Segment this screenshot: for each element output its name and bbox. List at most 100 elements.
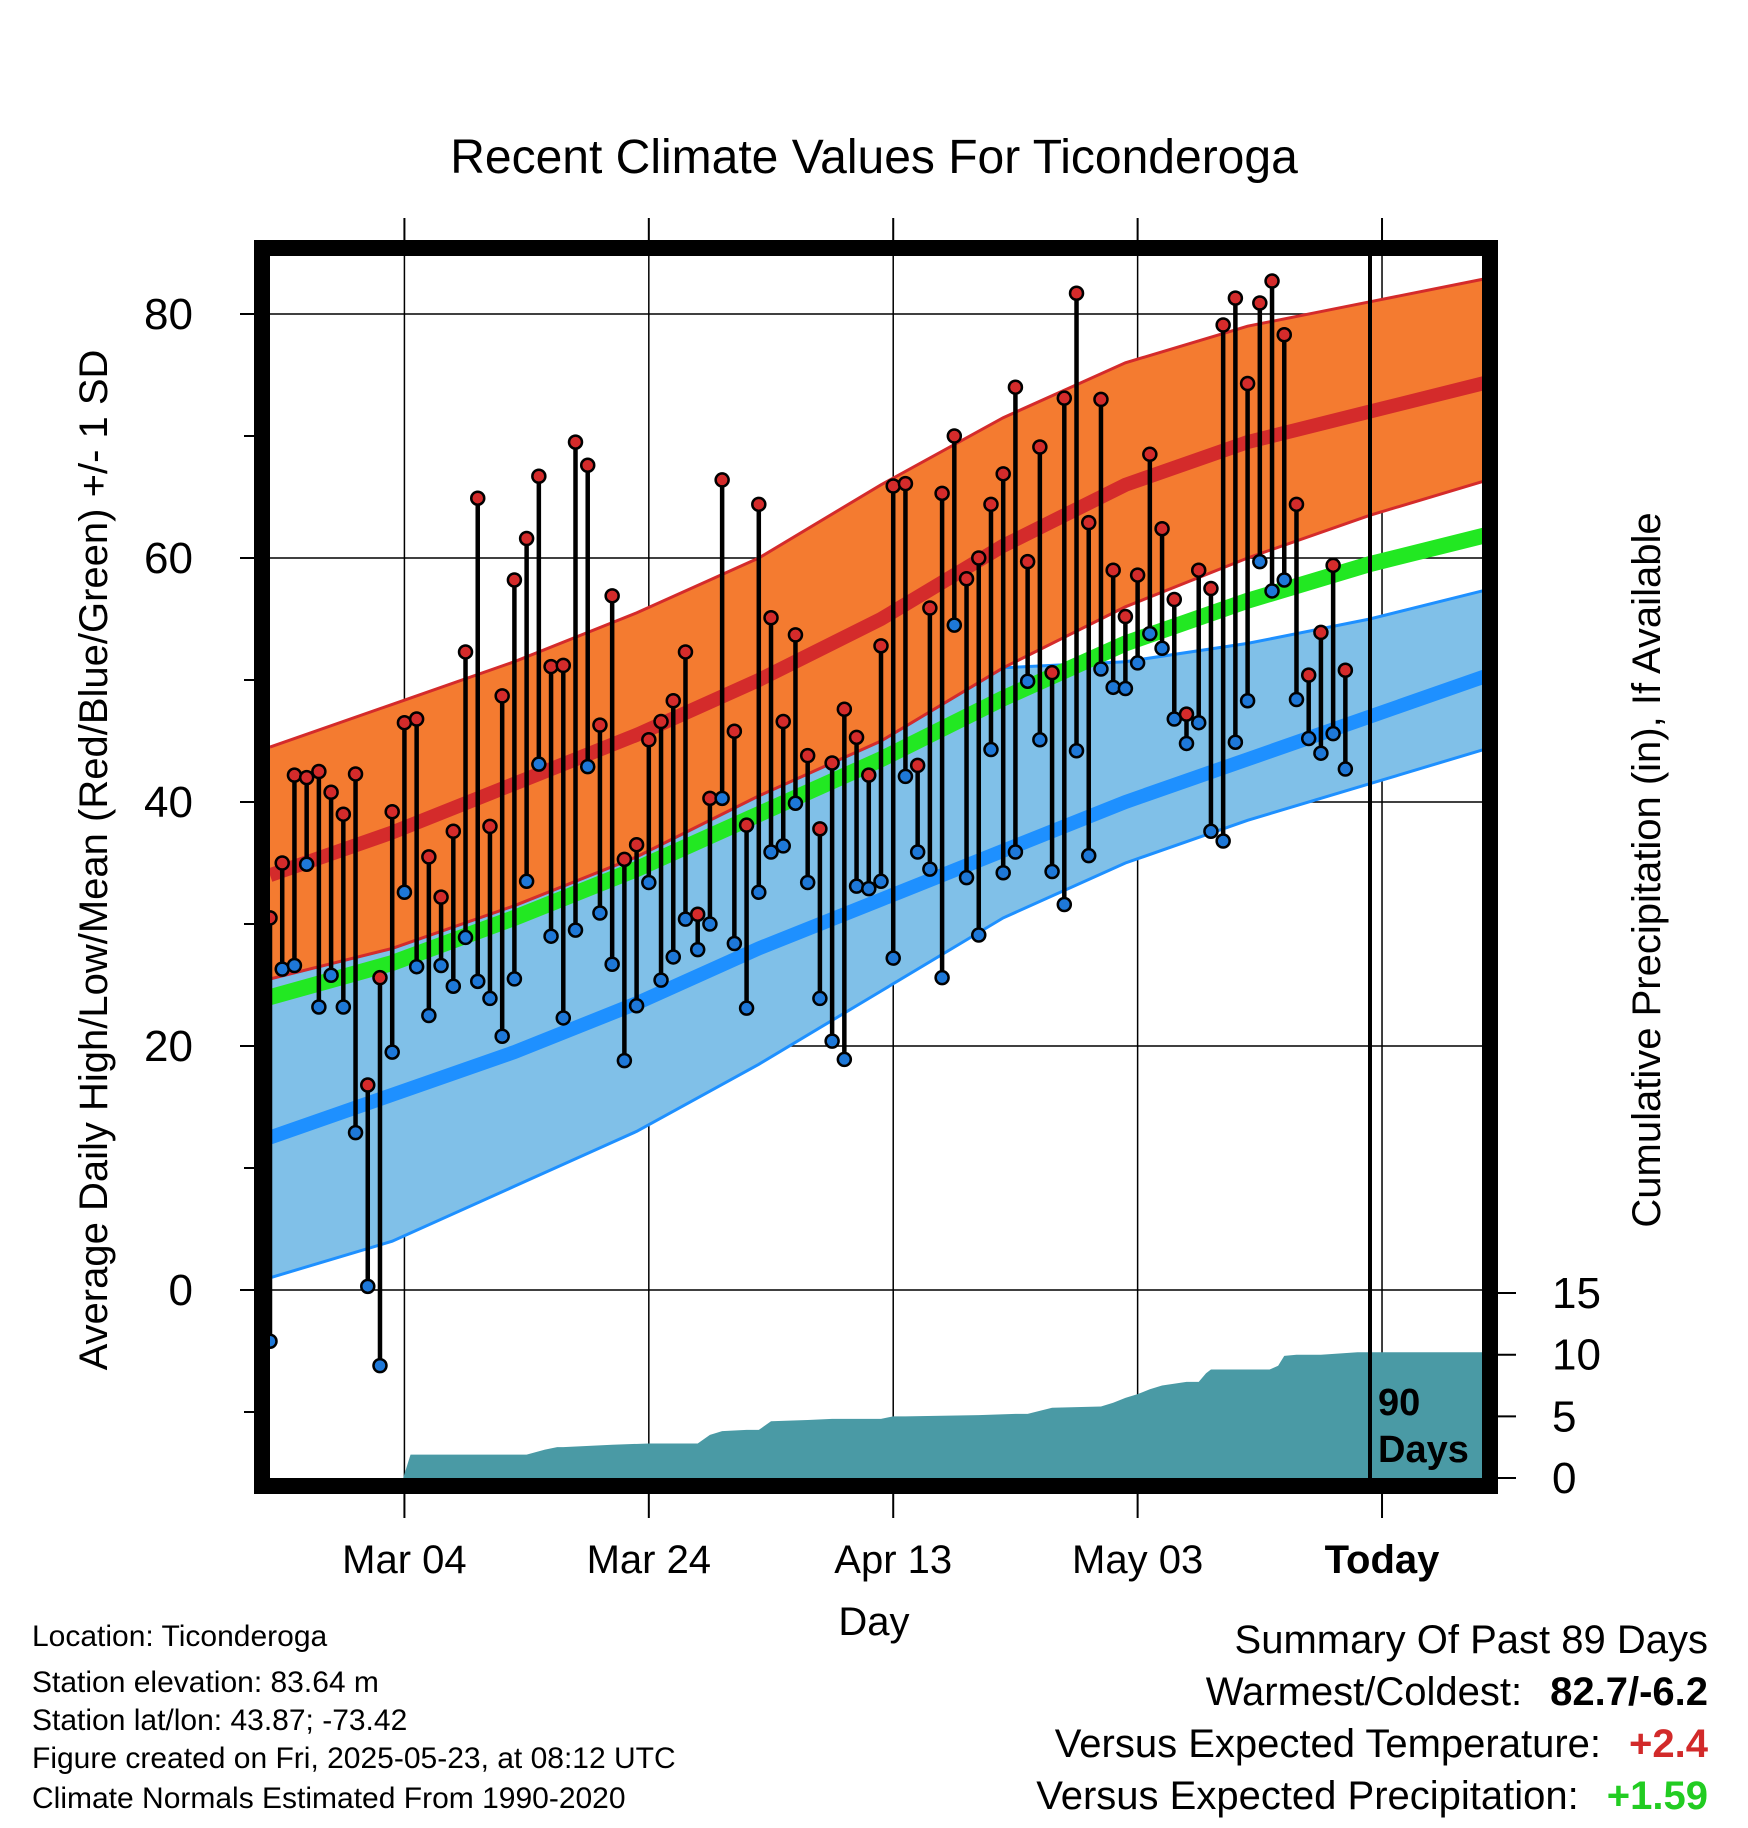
low-point — [848, 878, 865, 894]
high-point — [445, 823, 462, 840]
high-point — [298, 769, 315, 786]
low-point — [1264, 583, 1280, 599]
high-point — [311, 763, 327, 780]
high-point — [518, 530, 535, 547]
today-line-label-days-count: 90 — [1378, 1382, 1420, 1424]
summary-heading: Summary Of Past 89 Days — [1234, 1618, 1708, 1662]
low-point — [445, 978, 462, 994]
low-point — [592, 905, 608, 921]
high-point — [873, 638, 889, 654]
high-point — [958, 570, 975, 587]
low-point — [983, 741, 999, 758]
high-point — [433, 889, 449, 905]
x-tick-label: Mar 24 — [587, 1538, 712, 1582]
temp-value: +2.4 — [1629, 1722, 1708, 1766]
x-tick-label: Today — [1325, 1538, 1441, 1582]
created-info: Figure created on Fri, 2025-05-23, at 08… — [32, 1742, 676, 1775]
cumulative-precip-area — [270, 1352, 1490, 1478]
high-point — [897, 475, 914, 492]
y-tick-label: 80 — [144, 290, 193, 339]
low-point — [885, 950, 901, 966]
low-point — [286, 957, 303, 974]
high-point — [1093, 391, 1109, 408]
high-point — [775, 713, 791, 730]
low-point — [787, 795, 804, 811]
high-point — [983, 496, 999, 513]
low-point — [469, 973, 486, 990]
low-point — [1105, 679, 1121, 696]
low-point — [1056, 896, 1073, 913]
low-point — [1239, 692, 1256, 709]
high-point — [641, 732, 657, 748]
low-point — [958, 869, 975, 886]
low-point — [738, 1000, 755, 1016]
x-axis-label: Day — [838, 1600, 909, 1644]
high-point — [799, 747, 816, 764]
low-point — [763, 844, 779, 860]
high-point — [934, 485, 950, 502]
summary-temperature: Versus Expected Temperature: +2.4 — [1055, 1722, 1708, 1767]
low-point — [457, 929, 474, 946]
low-point — [1313, 745, 1329, 761]
low-point — [1288, 691, 1305, 708]
high-mean-line — [267, 374, 1490, 882]
high-point — [347, 766, 364, 782]
high-point — [1337, 662, 1354, 678]
high-point — [848, 729, 865, 746]
low-point — [1142, 625, 1158, 642]
high-point — [616, 851, 633, 868]
high-point — [1056, 390, 1073, 406]
low-point — [311, 999, 327, 1015]
high-point — [323, 784, 339, 800]
low-point — [579, 758, 596, 775]
high-point — [1080, 514, 1097, 531]
low-point — [421, 1007, 437, 1024]
low-point — [897, 768, 914, 785]
low-point — [531, 756, 547, 772]
low-point — [824, 1033, 840, 1049]
daily-range-lines — [267, 281, 1348, 1366]
high-point — [909, 757, 926, 774]
high-point — [1203, 580, 1219, 597]
low-point — [799, 874, 816, 891]
precip-series — [270, 1352, 1490, 1478]
high-point — [726, 723, 743, 739]
low-point — [1032, 732, 1048, 748]
high-point — [995, 466, 1011, 482]
low-point — [1325, 725, 1341, 742]
y2-axis-label: Cumulative Precipitation (in), If Availa… — [1625, 512, 1669, 1227]
low-point — [1093, 661, 1109, 677]
low-point — [628, 997, 645, 1014]
normals-info: Climate Normals Estimated From 1990-2020 — [32, 1782, 626, 1815]
low-point — [1080, 847, 1097, 864]
high-point — [1190, 562, 1207, 578]
high-point — [1154, 520, 1170, 537]
high-point — [543, 658, 559, 675]
plot-frame — [254, 240, 1498, 1494]
low-point — [543, 928, 559, 944]
high-point — [469, 490, 486, 506]
high-point — [286, 767, 303, 783]
warm-cold-label: Warmest/Coldest: — [1205, 1670, 1523, 1714]
low-point — [653, 972, 669, 988]
low-point — [298, 856, 315, 872]
high-point — [360, 1077, 376, 1093]
high-point — [1032, 439, 1048, 455]
low-point — [873, 873, 889, 890]
high-point — [971, 550, 987, 566]
low-point — [433, 957, 449, 974]
temp-label: Versus Expected Temperature: — [1054, 1722, 1602, 1766]
summary-precipitation: Versus Expected Precipitation: +1.59 — [1036, 1774, 1708, 1819]
high-point — [579, 457, 596, 474]
low-point — [775, 838, 791, 854]
precip-label: Versus Expected Precipitation: — [1036, 1774, 1579, 1818]
high-point — [1019, 553, 1036, 570]
low-point — [506, 971, 523, 987]
location-info: Location: Ticonderoga — [32, 1620, 328, 1653]
low-point — [1044, 863, 1060, 880]
elevation-info: Station elevation: 83.64 m — [32, 1666, 379, 1699]
high-point — [1215, 317, 1231, 333]
high-point — [787, 627, 804, 643]
low-point — [323, 967, 339, 983]
